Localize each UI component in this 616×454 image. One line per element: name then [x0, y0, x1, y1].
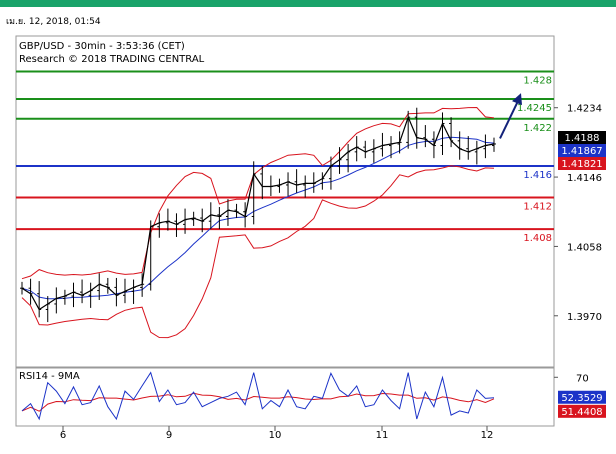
y-tick-label: 1.4146 [567, 173, 602, 184]
forecast-arrow-shaft [499, 100, 519, 139]
x-tick-label: 12 [481, 430, 494, 441]
lower-band [21, 165, 495, 339]
moving-average [21, 136, 495, 300]
price-badge-text: 1.41821 [561, 159, 602, 170]
chart-title: GBP/USD - 30min - 3:53:36 (CET) [19, 41, 185, 52]
level-label: 1.416 [523, 170, 552, 181]
price-badge-text: 1.4188 [565, 133, 600, 144]
timestamp: เม.ย. 12, 2018, 01:54 [6, 17, 101, 27]
label-layer: 1.4188 1.41867 1.41821 52.3529 51.4408 [558, 131, 606, 418]
price-badge-bg [558, 131, 606, 144]
rsi-badge-bg [558, 404, 606, 418]
level-label: 1.4245 [517, 103, 552, 114]
y-tick-label: 1.4058 [567, 242, 602, 253]
price-badge-text: 1.41867 [561, 146, 602, 157]
grid-layer: 6 9 10 11 12 1.4234 1.4146 1.4058 1.3970 [60, 104, 602, 441]
price-badge-bg [558, 144, 606, 157]
level-label: 1.408 [523, 233, 552, 244]
x-tick-label: 11 [376, 430, 389, 441]
rsi-line [21, 371, 495, 421]
main-panel [15, 35, 555, 368]
rsi-badge-text: 52.3529 [561, 393, 602, 404]
indicator-title: RSI14 - 9MA [19, 371, 80, 382]
rsi-layer: 70 [21, 371, 589, 421]
y-tick-label: 1.4234 [567, 104, 602, 115]
x-tick-label: 9 [166, 430, 172, 441]
x-tick-label: 6 [60, 430, 66, 441]
chart-subtitle: Research © 2018 TRADING CENTRAL [19, 54, 205, 65]
rsi-badge-text: 51.4408 [561, 407, 602, 418]
level-label: 1.412 [523, 202, 552, 213]
level-label: 1.422 [523, 123, 552, 134]
top-bar [0, 0, 616, 7]
y-tick-label: 1.3970 [567, 312, 602, 323]
rsi-badge-bg [558, 390, 606, 404]
series-layer [20, 93, 522, 339]
level-label: 1.428 [523, 75, 552, 86]
level-layer: 1.428 1.4245 1.422 1.416 1.412 1.408 [16, 70, 554, 244]
upper-band [21, 106, 495, 280]
rsi-tick-label: 70 [576, 373, 589, 384]
rsi-ma-line [21, 392, 495, 412]
price-line [21, 115, 495, 311]
forecast-arrow-head [512, 93, 522, 106]
price-badge-bg [558, 157, 606, 170]
x-tick-label: 10 [269, 430, 282, 441]
